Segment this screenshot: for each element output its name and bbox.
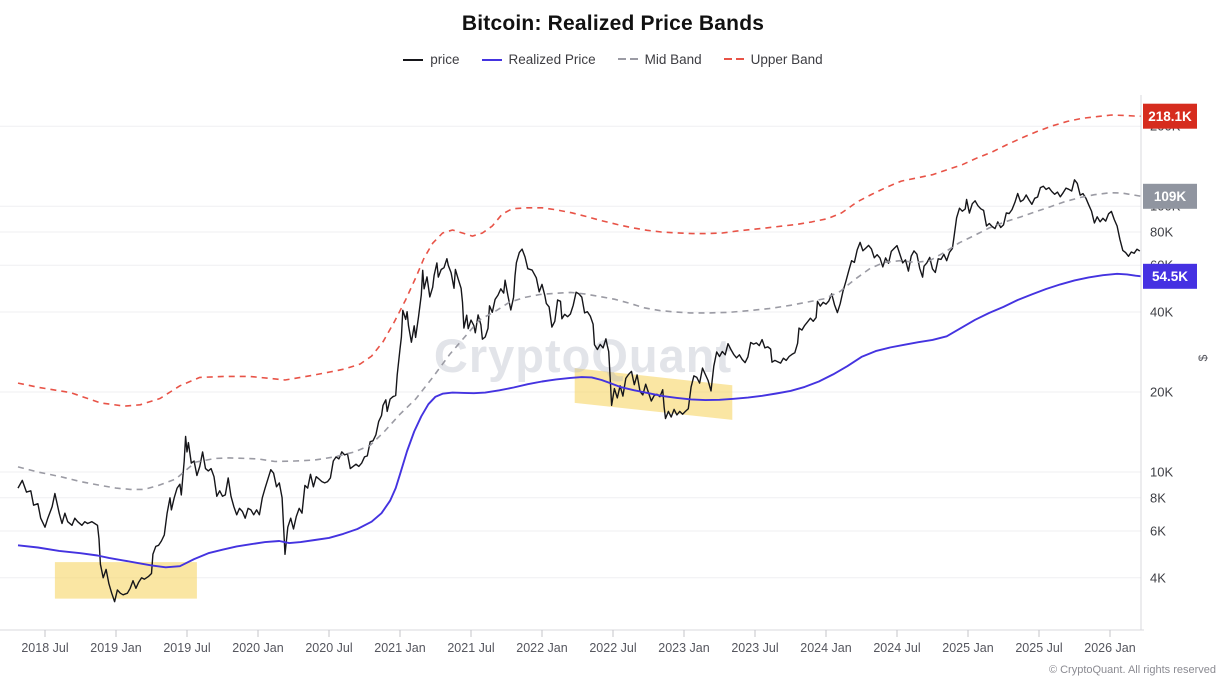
legend-label-mid-band: Mid Band	[644, 52, 702, 67]
y-tick-label: 20K	[1150, 385, 1173, 400]
mid-band-line-swatch	[617, 58, 638, 61]
legend-item-price[interactable]: price	[403, 52, 460, 67]
x-tick-label: 2019 Jan	[90, 641, 141, 655]
x-tick-label: 2020 Jul	[305, 641, 352, 655]
y-tick-label: 10K	[1150, 465, 1173, 480]
last-value-box-upper-band	[1143, 103, 1197, 129]
series-line-realized-price	[17, 272, 1142, 569]
legend-item-upper-band[interactable]: Upper Band	[723, 52, 823, 67]
highlight-region-1	[54, 562, 197, 599]
last-value-label-realized-price: 54.5K	[1152, 269, 1188, 284]
x-tick-label: 2021 Jan	[374, 641, 425, 655]
x-tick-label: 2022 Jan	[516, 641, 567, 655]
x-tick-label: 2024 Jan	[800, 641, 851, 655]
legend-label-price: price	[430, 52, 460, 67]
watermark-text: CryptoQuant	[434, 329, 732, 382]
last-value-label-upper-band: 218.1K	[1148, 109, 1192, 124]
x-tick-label: 2018 Jul	[21, 641, 68, 655]
last-value-box-realized-price	[1143, 263, 1197, 289]
x-tick-label: 2021 Jul	[447, 641, 494, 655]
series-line-mid-band	[17, 192, 1142, 491]
y-axis-title: $	[1196, 354, 1210, 361]
copyright-text: © CryptoQuant. All rights reserved	[1048, 664, 1216, 676]
x-tick-label: 2022 Jul	[589, 641, 636, 655]
last-value-box-mid-band	[1143, 183, 1197, 209]
legend-label-realized-price: Realized Price	[508, 52, 596, 67]
price-line-swatch	[403, 58, 424, 61]
series-line-upper-band	[17, 114, 1142, 407]
y-tick-label: 6K	[1150, 524, 1166, 539]
legend-item-realized-price[interactable]: Realized Price	[481, 52, 596, 67]
y-tick-label: 4K	[1150, 570, 1166, 585]
x-tick-label: 2023 Jan	[658, 641, 709, 655]
y-tick-label: 80K	[1150, 225, 1173, 240]
chart-title: Bitcoin: Realized Price Bands	[461, 12, 765, 35]
x-tick-label: 2020 Jan	[232, 641, 283, 655]
x-tick-label: 2026 Jan	[1084, 641, 1135, 655]
y-tick-label: 8K	[1150, 490, 1166, 505]
realized-price-line-swatch	[481, 58, 502, 61]
x-tick-label: 2025 Jul	[1015, 641, 1062, 655]
x-tick-label: 2019 Jul	[163, 641, 210, 655]
legend-item-mid-band[interactable]: Mid Band	[617, 52, 702, 67]
legend: price Realized Price Mid Band Upper Band	[0, 52, 1226, 67]
x-tick-label: 2025 Jan	[942, 641, 993, 655]
x-tick-label: 2023 Jul	[731, 641, 778, 655]
x-tick-label: 2024 Jul	[873, 641, 920, 655]
legend-label-upper-band: Upper Band	[750, 52, 823, 67]
last-value-label-mid-band: 109K	[1154, 189, 1187, 204]
series-line-price	[17, 179, 1141, 603]
upper-band-line-swatch	[723, 58, 744, 61]
y-tick-label: 40K	[1150, 305, 1173, 320]
